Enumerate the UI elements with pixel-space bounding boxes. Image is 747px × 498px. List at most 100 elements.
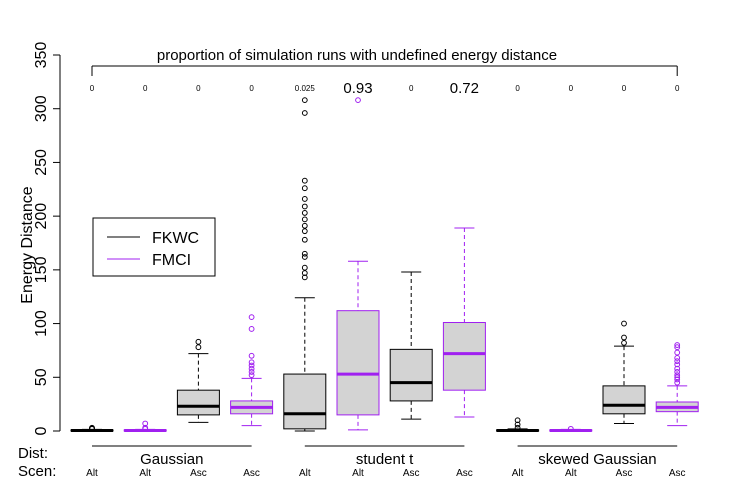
- legend-label-fmci: FMCI: [152, 252, 191, 269]
- box-8: [442, 227, 486, 418]
- outlier-point: [248, 326, 255, 332]
- y-tick-label: 350: [33, 42, 50, 69]
- group-label: student t: [356, 451, 414, 468]
- outlier-point: [621, 320, 627, 327]
- outlier-point: [674, 372, 681, 379]
- box-iqr: [602, 385, 646, 415]
- box-iqr: [442, 321, 486, 391]
- outlier-point: [89, 424, 95, 431]
- outlier-point: [301, 236, 308, 243]
- box-iqr: [176, 389, 220, 416]
- y-tick-label: 100: [33, 310, 50, 337]
- outlier-point: [674, 358, 681, 365]
- outlier-point: [195, 344, 202, 351]
- outlier-point: [674, 344, 681, 351]
- outlier-point: [621, 340, 627, 346]
- proportion-label: 0: [569, 84, 574, 93]
- box-6: [336, 97, 380, 431]
- box-10: [549, 425, 593, 432]
- box-4: [230, 314, 274, 427]
- box-5: [283, 97, 327, 432]
- boxplots: [70, 97, 699, 432]
- annotation-title: proportion of simulation runs with undef…: [157, 47, 557, 64]
- proportion-label: 0: [409, 84, 414, 93]
- outlier-point: [248, 369, 255, 375]
- legend-frame: [92, 217, 216, 277]
- outlier-point: [142, 420, 149, 427]
- y-tick-label: 0: [33, 426, 50, 435]
- outlier-point: [301, 210, 308, 216]
- box-iqr: [336, 310, 380, 416]
- group-labels: Gaussian student t skewed Gaussian: [92, 445, 678, 468]
- proportion-label: 0.025: [295, 84, 316, 93]
- scen-row-label: Scen:: [18, 463, 56, 480]
- outlier-point: [355, 97, 361, 104]
- outlier-point: [301, 254, 308, 260]
- outlier-point: [514, 417, 521, 424]
- proportion-labels: 0 0 0 0 0.025 0.93 0 0.72 0 0 0 0: [90, 80, 680, 97]
- outlier-point: [301, 203, 308, 210]
- box-12: [655, 342, 699, 427]
- outlier-point: [514, 421, 521, 428]
- outlier-point: [514, 424, 521, 431]
- y-tick-label: 250: [33, 149, 50, 176]
- scenario-label: Asc: [669, 468, 686, 479]
- y-axis: 0 50 100 150 200 250 300 350: [33, 42, 61, 435]
- proportion-label: 0.93: [343, 80, 372, 97]
- legend: FKWC FMCI: [92, 217, 216, 277]
- outlier-point: [195, 338, 202, 345]
- box-iqr: [389, 348, 433, 402]
- outlier-point: [674, 355, 681, 361]
- scenario-label: Alt: [299, 468, 311, 479]
- box-7: [389, 271, 433, 420]
- outlier-point: [674, 365, 681, 372]
- proportion-label: 0: [143, 84, 148, 93]
- y-axis-label: Energy Distance: [19, 186, 36, 303]
- annotation-bracket: [91, 65, 678, 76]
- legend-label-fkwc: FKWC: [152, 230, 199, 247]
- y-tick-label: 200: [33, 203, 50, 230]
- scenario-label: Alt: [565, 468, 577, 479]
- outlier-point: [674, 379, 681, 386]
- dist-row-label: Dist:: [18, 445, 48, 462]
- scenario-label: Alt: [86, 468, 98, 479]
- scenario-label: Asc: [616, 468, 633, 479]
- outlier-point: [674, 374, 681, 381]
- outlier-point: [567, 425, 574, 432]
- outlier-point: [248, 372, 255, 379]
- proportion-label: 0: [515, 84, 520, 93]
- outlier-point: [674, 349, 681, 356]
- scenario-label: Alt: [139, 468, 151, 479]
- outlier-point: [248, 362, 255, 369]
- proportion-label: 0: [622, 84, 627, 93]
- box-1: [70, 424, 114, 432]
- proportion-label: 0.72: [450, 80, 479, 97]
- scenario-label: Alt: [512, 468, 524, 479]
- outlier-point: [674, 361, 681, 368]
- outlier-point: [248, 352, 255, 359]
- proportion-label: 0: [90, 84, 95, 93]
- outlier-point: [248, 314, 255, 321]
- proportion-label: 0: [675, 84, 680, 93]
- outlier-point: [248, 365, 255, 372]
- outlier-point: [301, 274, 308, 281]
- outlier-point: [142, 424, 149, 431]
- outlier-point: [674, 342, 681, 348]
- proportion-label: 0: [196, 84, 201, 93]
- proportion-label: 0: [249, 84, 254, 93]
- scenario-label: Asc: [190, 468, 207, 479]
- outlier-point: [301, 196, 308, 202]
- outlier-point: [301, 222, 308, 229]
- scenario-label: Asc: [243, 468, 260, 479]
- scenario-label: Asc: [403, 468, 420, 479]
- y-tick-label: 150: [33, 256, 50, 283]
- outlier-point: [301, 177, 308, 184]
- box-3: [176, 338, 220, 423]
- y-tick-label: 50: [33, 368, 50, 386]
- outlier-point: [674, 369, 681, 375]
- scenario-label: Alt: [352, 468, 364, 479]
- box-iqr: [283, 373, 327, 430]
- box-2: [123, 420, 167, 432]
- outlier-point: [621, 334, 627, 341]
